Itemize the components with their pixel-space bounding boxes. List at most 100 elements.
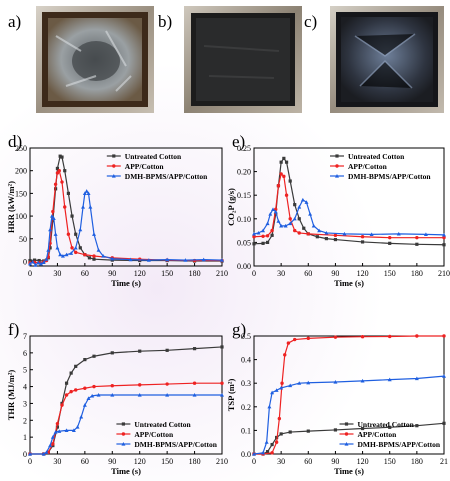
data-point bbox=[264, 440, 269, 444]
data-point bbox=[51, 216, 56, 220]
y-tick-label: 4 bbox=[23, 383, 27, 392]
data-point bbox=[283, 223, 288, 228]
data-point bbox=[81, 205, 86, 209]
data-point bbox=[48, 227, 53, 232]
data-point bbox=[271, 207, 275, 211]
data-point bbox=[82, 191, 87, 195]
data-point bbox=[388, 334, 392, 339]
data-point bbox=[288, 221, 293, 226]
data-point bbox=[360, 240, 365, 244]
photo-app-cotton bbox=[184, 6, 302, 113]
series-line bbox=[30, 346, 223, 455]
data-point bbox=[57, 168, 61, 173]
legend-label: APP/Cotton bbox=[134, 430, 174, 439]
series-line bbox=[253, 172, 444, 239]
data-point bbox=[86, 396, 91, 400]
data-point bbox=[300, 197, 305, 202]
data-point bbox=[333, 380, 338, 384]
data-point bbox=[442, 334, 446, 338]
legend-label: Untreated Cotton bbox=[358, 420, 415, 429]
photo-label-b: b) bbox=[158, 12, 173, 31]
data-point bbox=[297, 205, 302, 209]
data-point bbox=[306, 429, 310, 433]
data-point bbox=[51, 209, 55, 214]
data-point bbox=[96, 248, 101, 252]
data-point bbox=[220, 381, 224, 385]
data-point bbox=[63, 169, 67, 173]
legend-label: DMH-BPMS/APP/Cotton bbox=[125, 172, 208, 181]
data-point bbox=[252, 235, 256, 239]
y-tick-label: 150 bbox=[15, 189, 27, 198]
data-point bbox=[333, 428, 338, 432]
x-tick-label: 150 bbox=[161, 269, 173, 278]
x-tick-label: 60 bbox=[304, 269, 312, 278]
data-point bbox=[317, 228, 322, 233]
data-point bbox=[96, 393, 101, 397]
y-tick-label: 0.3 bbox=[241, 379, 251, 388]
data-point bbox=[414, 376, 419, 381]
data-point bbox=[55, 245, 60, 250]
data-point bbox=[128, 257, 133, 262]
data-point bbox=[396, 231, 401, 236]
data-point bbox=[75, 425, 80, 429]
data-point bbox=[44, 450, 49, 454]
legend-marker bbox=[121, 432, 126, 436]
legend-label: APP/Cotton bbox=[358, 430, 398, 439]
data-point bbox=[165, 382, 169, 386]
x-tick-label: 0 bbox=[252, 269, 256, 278]
data-point bbox=[55, 166, 60, 171]
legend-marker bbox=[111, 174, 116, 178]
y-tick-label: 0.00 bbox=[237, 262, 251, 271]
data-point bbox=[423, 232, 428, 236]
chart-f: 0 30 60 90 120 150 180 210 0 1 2 3 4 5 6 7 Time (s) THR (… bbox=[6, 332, 228, 476]
data-point bbox=[297, 231, 301, 235]
data-point bbox=[58, 154, 62, 158]
data-point bbox=[280, 381, 284, 385]
data-point bbox=[58, 252, 63, 257]
data-point bbox=[78, 246, 82, 250]
y-tick-label: 1 bbox=[23, 433, 27, 442]
y-tick-label: 200 bbox=[15, 167, 27, 176]
data-point bbox=[60, 403, 64, 407]
x-tick-label: 60 bbox=[304, 457, 312, 466]
data-point bbox=[83, 252, 87, 257]
y-tick-label: 7 bbox=[23, 332, 27, 341]
data-point bbox=[268, 212, 273, 216]
data-point bbox=[137, 393, 142, 397]
data-point bbox=[274, 212, 278, 216]
y-tick-label: 100 bbox=[15, 212, 27, 221]
y-tick-label: 0.10 bbox=[237, 215, 251, 224]
y-axis-label: THR (MJ/m²) bbox=[6, 370, 16, 421]
data-point bbox=[92, 257, 96, 261]
y-tick-label: 0.1 bbox=[241, 426, 251, 435]
x-tick-label: 120 bbox=[357, 457, 369, 466]
data-point bbox=[308, 212, 313, 216]
series-line bbox=[253, 199, 445, 236]
data-point bbox=[60, 180, 64, 184]
plot-frame bbox=[253, 335, 445, 455]
y-tick-label: 0.25 bbox=[237, 144, 251, 153]
legend-label: DMH-BPMS/APP/Cotton bbox=[134, 440, 217, 449]
data-point bbox=[48, 443, 53, 448]
legend-label: Untreated Cotton bbox=[348, 152, 405, 161]
data-point bbox=[53, 182, 58, 187]
data-point bbox=[360, 426, 365, 431]
data-point bbox=[92, 254, 96, 258]
legend-label: Untreated Cotton bbox=[134, 420, 191, 429]
y-tick-label: 0 bbox=[23, 257, 27, 266]
x-tick-label: 30 bbox=[53, 457, 61, 466]
data-point bbox=[288, 383, 293, 388]
data-point bbox=[92, 354, 96, 358]
series-line bbox=[30, 382, 222, 455]
data-point bbox=[28, 261, 32, 266]
data-point bbox=[82, 403, 87, 407]
data-point bbox=[442, 235, 446, 240]
x-axis-label: Time (s) bbox=[111, 278, 141, 288]
data-point bbox=[360, 235, 365, 239]
data-point bbox=[261, 228, 266, 233]
series-line bbox=[254, 422, 445, 455]
legend-label: DMH-BPMS/APP/Cotton bbox=[358, 440, 441, 449]
data-point bbox=[265, 234, 270, 238]
data-point bbox=[64, 381, 69, 385]
data-point bbox=[57, 429, 62, 433]
